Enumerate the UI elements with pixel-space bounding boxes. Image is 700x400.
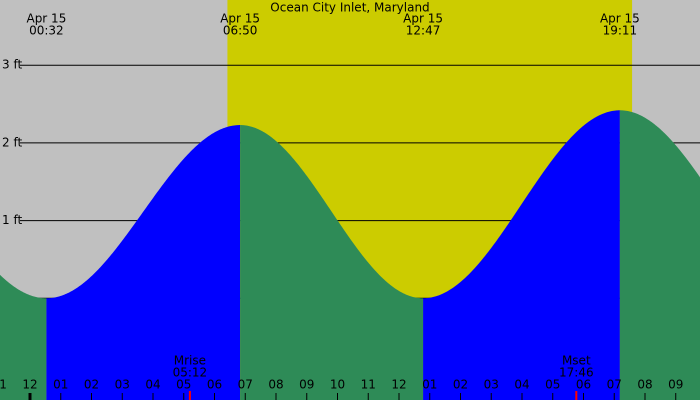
x-tick-label: 02 xyxy=(84,378,99,392)
falling-tide xyxy=(0,274,47,400)
rising-tide xyxy=(423,110,620,400)
x-tick-label: 10 xyxy=(330,378,345,392)
moon-label: Mrise xyxy=(174,354,206,368)
x-tick-label: 12 xyxy=(391,378,406,392)
event-time: 12:47 xyxy=(406,24,441,38)
rising-tide xyxy=(46,125,241,400)
x-tick-label: 02 xyxy=(453,378,468,392)
x-tick-label: 03 xyxy=(115,378,130,392)
x-tick-label: 01 xyxy=(422,378,437,392)
x-tick-label: 04 xyxy=(145,378,160,392)
y-tick-label: 2 ft xyxy=(2,135,22,149)
event-time: 06:50 xyxy=(223,24,258,38)
x-tick-label: 03 xyxy=(484,378,499,392)
moon-label: Mset xyxy=(562,354,591,368)
x-tick-label: 09 xyxy=(299,378,314,392)
x-tick-label: 11 xyxy=(0,378,7,392)
y-tick-label: 1 ft xyxy=(2,213,22,227)
x-tick-label: 07 xyxy=(607,378,622,392)
moon-time: 05:12 xyxy=(173,366,208,380)
chart-title: Ocean City Inlet, Maryland xyxy=(270,1,429,15)
x-tick-label: 11 xyxy=(361,378,376,392)
falling-tide xyxy=(619,110,700,400)
x-tick-label: 12 xyxy=(22,378,37,392)
x-tick-label: 05 xyxy=(176,378,191,392)
x-tick-label: 06 xyxy=(576,378,591,392)
event-time: 00:32 xyxy=(29,24,64,38)
y-tick-label: 3 ft xyxy=(2,58,22,72)
event-date: Apr 15 xyxy=(220,12,260,26)
x-tick-label: 08 xyxy=(268,378,283,392)
x-tick-label: 08 xyxy=(637,378,652,392)
x-tick-label: 06 xyxy=(207,378,222,392)
x-tick-label: 01 xyxy=(53,378,68,392)
x-tick-label: 07 xyxy=(238,378,253,392)
event-date: Apr 15 xyxy=(403,12,443,26)
falling-tide xyxy=(240,125,424,400)
event-time: 19:11 xyxy=(603,24,638,38)
event-date: Apr 15 xyxy=(26,12,66,26)
x-tick-label: 04 xyxy=(514,378,529,392)
event-date: Apr 15 xyxy=(600,12,640,26)
moon-time: 17:46 xyxy=(559,366,594,380)
x-tick-label: 09 xyxy=(668,378,683,392)
x-tick-label: 05 xyxy=(545,378,560,392)
